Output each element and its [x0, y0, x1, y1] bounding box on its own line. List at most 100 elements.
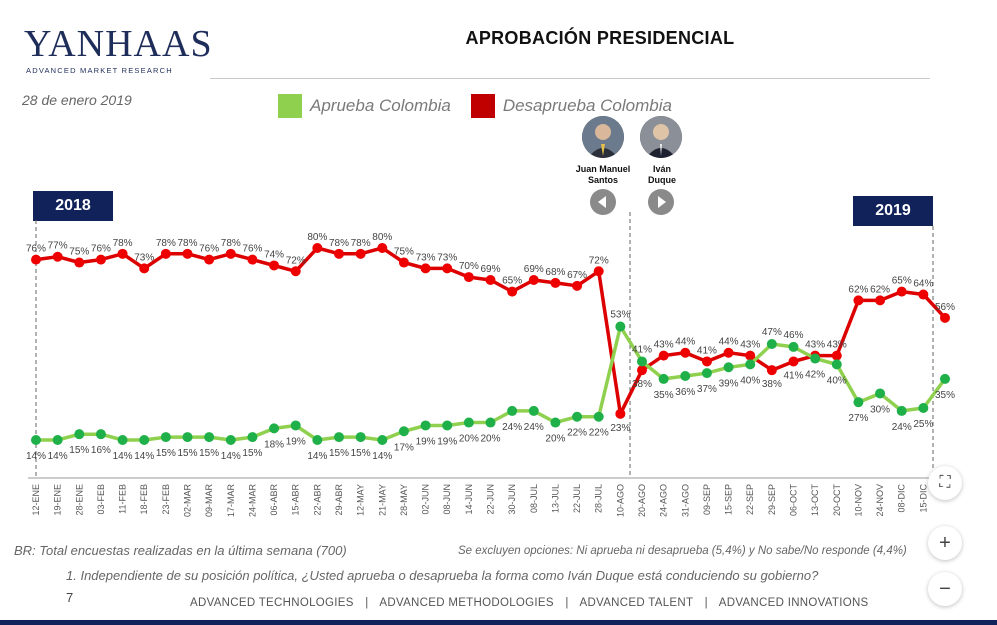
data-label-desaprueba: 43%: [805, 340, 825, 351]
data-point-aprueba: [940, 373, 950, 384]
data-label-aprueba: 20%: [545, 434, 565, 445]
data-point-desaprueba: [918, 289, 929, 300]
footer-link-talent: ADVANCED TALENT: [579, 597, 694, 609]
data-point-aprueba: [831, 359, 842, 370]
report-date: 28 de enero 2019: [22, 92, 132, 108]
chart-legend: Aprueba Colombia Desaprueba Colombia: [278, 94, 692, 118]
footer-links: ADVANCED TECHNOLOGIES | ADVANCED METHODO…: [190, 597, 869, 609]
duque-portrait: [640, 116, 682, 158]
data-label-desaprueba: 78%: [329, 238, 349, 249]
data-point-aprueba: [723, 362, 734, 373]
data-point-aprueba: [269, 423, 280, 434]
legend-swatch-aprueba: [278, 94, 302, 118]
title-divider: [210, 78, 930, 79]
data-label-aprueba: 20%: [480, 434, 500, 445]
zoom-in-button[interactable]: +: [928, 526, 962, 560]
data-label-aprueba: 35%: [935, 390, 955, 401]
left-arrow-icon: [590, 189, 616, 215]
data-label-aprueba: 18%: [264, 439, 284, 450]
x-tick-label: 21-MAY: [377, 484, 387, 516]
data-label-aprueba: 14%: [48, 451, 68, 462]
x-tick-label: 28-MAY: [399, 484, 409, 516]
legend-label-aprueba: Aprueba Colombia: [310, 96, 451, 115]
excluded-options-note: Se excluyen opciones: Ni aprueba ni desa…: [458, 545, 907, 557]
x-tick-label: 12-MAY: [356, 484, 366, 516]
data-point-desaprueba: [701, 356, 712, 367]
data-point-aprueba: [528, 405, 539, 416]
data-label-aprueba: 37%: [697, 384, 717, 395]
legend-item-aprueba: Aprueba Colombia: [278, 94, 451, 118]
data-point-desaprueba: [269, 260, 280, 271]
x-tick-label: 09-SEP: [702, 484, 712, 515]
legend-item-desaprueba: Desaprueba Colombia: [470, 94, 672, 118]
data-point-desaprueba: [247, 254, 258, 265]
data-label-desaprueba: 38%: [632, 379, 652, 390]
data-label-aprueba: 19%: [286, 436, 306, 447]
data-point-desaprueba: [507, 286, 518, 297]
x-tick-label: 18-FEB: [139, 484, 149, 515]
x-tick-label: 13-JUL: [550, 484, 560, 513]
data-label-desaprueba: 73%: [416, 252, 436, 263]
data-point-aprueba: [204, 432, 215, 443]
data-point-aprueba: [290, 420, 301, 431]
x-tick-label: 19-ENE: [53, 484, 63, 516]
data-label-desaprueba: 56%: [935, 302, 955, 313]
santos-name: Juan Manuel Santos: [566, 164, 640, 186]
data-point-desaprueba: [528, 275, 539, 285]
data-point-aprueba: [658, 373, 669, 384]
data-label-desaprueba: 44%: [675, 337, 695, 348]
data-point-aprueba: [637, 356, 647, 367]
data-point-aprueba: [701, 368, 712, 379]
page-number: 7: [66, 590, 74, 605]
data-point-desaprueba: [225, 248, 236, 259]
data-point-desaprueba: [766, 365, 777, 376]
data-point-desaprueba: [572, 280, 583, 291]
data-point-desaprueba: [831, 350, 842, 361]
footer-separator: |: [365, 597, 369, 609]
x-tick-label: 15-DIC: [918, 484, 928, 513]
fullscreen-button[interactable]: ⛶: [928, 466, 962, 500]
data-label-desaprueba: 77%: [48, 241, 68, 252]
data-point-desaprueba: [896, 286, 907, 297]
x-tick-label: 29-SEP: [767, 484, 777, 515]
data-label-aprueba: 19%: [437, 436, 457, 447]
data-label-aprueba: 20%: [459, 434, 479, 445]
data-label-desaprueba: 80%: [372, 232, 392, 243]
data-label-desaprueba: 78%: [351, 238, 371, 249]
data-label-desaprueba: 62%: [870, 284, 890, 295]
footer-link-innovations: ADVANCED INNOVATIONS: [718, 597, 869, 609]
data-point-aprueba: [74, 429, 85, 440]
data-label-aprueba: 53%: [610, 310, 630, 321]
x-tick-label: 24-MAR: [247, 484, 257, 518]
data-point-desaprueba: [593, 266, 604, 277]
x-tick-label: 08-JUL: [529, 484, 539, 513]
data-label-desaprueba: 43%: [827, 340, 847, 351]
data-point-desaprueba: [160, 248, 171, 259]
data-point-desaprueba: [637, 365, 647, 376]
data-label-aprueba: 15%: [329, 448, 349, 459]
data-point-desaprueba: [95, 254, 106, 265]
data-label-desaprueba: 70%: [459, 261, 479, 272]
x-tick-label: 30-JUN: [507, 484, 517, 515]
right-arrow-icon: [648, 189, 674, 215]
company-logo: YANHAAS ADVANCED MARKET RESEARCH: [24, 24, 212, 76]
data-label-desaprueba: 44%: [719, 337, 739, 348]
data-point-aprueba: [355, 432, 366, 443]
x-tick-label: 20-AGO: [637, 484, 647, 517]
data-point-desaprueba: [550, 277, 561, 288]
data-label-desaprueba: 75%: [69, 247, 89, 258]
data-point-desaprueba: [31, 254, 41, 265]
data-label-desaprueba: 69%: [524, 264, 544, 275]
data-label-desaprueba: 76%: [242, 244, 262, 255]
data-label-aprueba: 15%: [69, 445, 89, 456]
data-label-desaprueba: 73%: [134, 252, 154, 263]
data-point-aprueba: [139, 435, 150, 445]
data-point-aprueba: [853, 397, 864, 408]
santos-name-line1: Juan Manuel: [575, 164, 631, 174]
zoom-out-button[interactable]: −: [928, 572, 962, 606]
logo-tagline: ADVANCED MARKET RESEARCH: [26, 66, 173, 75]
data-point-desaprueba: [680, 347, 691, 358]
x-tick-label: 28-ENE: [74, 484, 84, 516]
x-tick-label: 22-SEP: [745, 484, 755, 515]
x-tick-label: 17-MAR: [226, 484, 236, 518]
